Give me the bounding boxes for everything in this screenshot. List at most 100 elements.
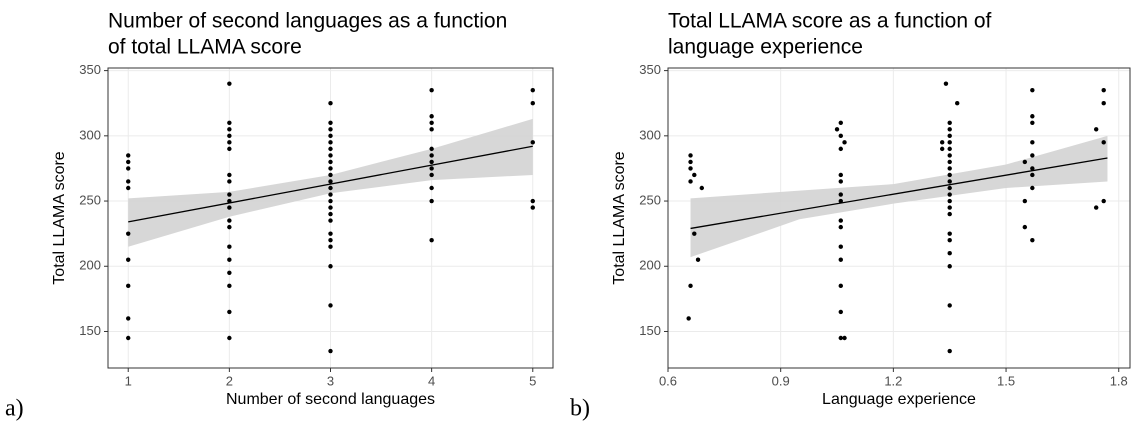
- data-point: [947, 185, 952, 191]
- y-tick-label: 300: [639, 127, 661, 142]
- data-point: [838, 192, 843, 197]
- data-point: [126, 153, 131, 158]
- data-point: [838, 257, 843, 262]
- data-point: [955, 101, 960, 106]
- chart-title: Total LLAMA score as a function of: [668, 10, 992, 33]
- data-point: [838, 244, 843, 249]
- data-point: [947, 159, 952, 165]
- data-point: [429, 114, 434, 119]
- x-axis-title: Number of second languages: [226, 391, 435, 408]
- data-point: [530, 205, 535, 210]
- data-point: [328, 153, 333, 158]
- data-point: [328, 101, 333, 106]
- data-point: [328, 264, 333, 269]
- data-point: [1030, 237, 1035, 243]
- data-point: [328, 205, 333, 210]
- x-tick-label: 1: [125, 373, 132, 388]
- x-tick-label: 1.8: [1110, 373, 1128, 388]
- data-point: [126, 231, 131, 236]
- data-point: [328, 303, 333, 308]
- data-point: [530, 140, 535, 145]
- data-point: [328, 198, 333, 204]
- data-point: [947, 198, 952, 204]
- data-point: [686, 316, 691, 321]
- data-point: [227, 244, 232, 249]
- data-point: [1030, 166, 1035, 171]
- data-point: [1101, 101, 1106, 106]
- data-point: [838, 224, 843, 230]
- data-point: [939, 146, 945, 152]
- data-point: [1030, 140, 1035, 145]
- data-point: [838, 198, 843, 204]
- data-point: [842, 140, 847, 145]
- data-point: [1030, 114, 1035, 119]
- data-point: [429, 127, 434, 132]
- data-point: [227, 120, 232, 125]
- data-point: [328, 159, 333, 165]
- data-point: [947, 172, 952, 178]
- data-point: [838, 172, 843, 178]
- data-point: [328, 166, 333, 171]
- data-point: [429, 87, 434, 93]
- data-point: [695, 257, 701, 262]
- data-point: [1101, 87, 1106, 93]
- data-point: [227, 283, 232, 289]
- data-point: [126, 159, 131, 165]
- data-point: [126, 257, 131, 262]
- data-point: [1022, 224, 1028, 230]
- data-point: [838, 146, 843, 152]
- data-point: [429, 146, 434, 152]
- data-point: [947, 179, 952, 184]
- data-point: [1093, 205, 1099, 210]
- data-point: [429, 172, 434, 178]
- x-axis-title: Language experience: [822, 391, 976, 408]
- data-point: [328, 348, 333, 354]
- y-axis-title: Total LLAMA score: [611, 151, 628, 285]
- data-point: [328, 211, 333, 217]
- data-point: [1030, 87, 1035, 93]
- chart-title: of total LLAMA score: [108, 36, 302, 59]
- data-point: [688, 166, 693, 171]
- data-point: [126, 166, 131, 171]
- data-point: [227, 224, 232, 230]
- data-point: [126, 185, 131, 191]
- data-point: [328, 179, 333, 184]
- x-tick-label: 1.5: [997, 373, 1015, 388]
- data-point: [1030, 185, 1035, 191]
- data-point: [1101, 198, 1106, 204]
- data-point: [227, 218, 232, 223]
- data-point: [328, 244, 333, 249]
- data-point: [688, 153, 693, 158]
- chart-title: language experience: [668, 36, 863, 59]
- confidence-band: [690, 135, 1108, 258]
- data-point: [227, 205, 232, 210]
- data-point: [1030, 172, 1035, 178]
- data-point: [947, 231, 952, 236]
- data-point: [429, 237, 434, 243]
- data-point: [227, 257, 232, 262]
- data-point: [947, 140, 952, 145]
- data-point: [1030, 120, 1035, 125]
- data-point: [947, 146, 952, 152]
- data-point: [692, 231, 697, 236]
- chart-title: Number of second languages as a function: [108, 10, 507, 33]
- data-point: [1101, 140, 1106, 145]
- data-point: [227, 198, 232, 204]
- x-tick-label: 4: [428, 373, 435, 388]
- data-point: [838, 179, 843, 184]
- data-point: [328, 146, 333, 152]
- plot-border: [667, 67, 1131, 369]
- data-point: [328, 140, 333, 145]
- y-tick-label: 250: [639, 192, 661, 207]
- data-point: [947, 153, 952, 158]
- data-point: [328, 185, 333, 191]
- data-point: [1022, 159, 1028, 165]
- data-point: [943, 81, 949, 86]
- data-point: [328, 237, 333, 243]
- data-point: [947, 166, 952, 171]
- fit-line: [690, 157, 1108, 230]
- y-tick-label: 350: [639, 62, 661, 77]
- data-point: [699, 185, 705, 191]
- x-tick-label: 2: [226, 373, 233, 388]
- data-point: [530, 87, 535, 93]
